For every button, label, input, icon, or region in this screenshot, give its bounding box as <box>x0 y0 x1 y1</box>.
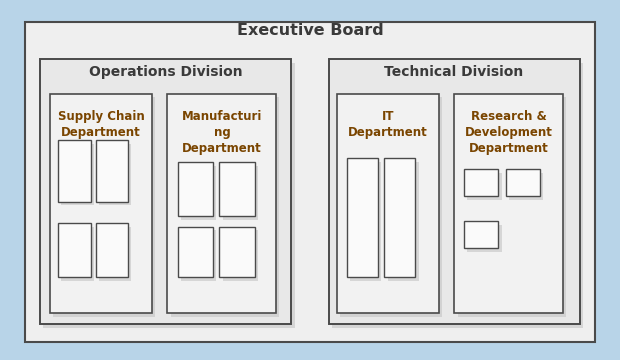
Bar <box>329 59 580 324</box>
Bar <box>43 63 294 328</box>
Text: IT
Department: IT Department <box>348 110 428 139</box>
Text: Operations Division: Operations Division <box>89 65 243 79</box>
Bar <box>181 166 216 220</box>
Bar <box>388 162 418 281</box>
Text: Executive Board: Executive Board <box>237 23 383 38</box>
Bar <box>464 221 498 248</box>
Bar <box>167 94 276 313</box>
Bar <box>332 63 583 328</box>
Bar <box>58 223 91 277</box>
Bar <box>96 140 128 202</box>
Bar <box>223 230 258 281</box>
Bar <box>340 97 442 317</box>
Text: Supply Chain
Department: Supply Chain Department <box>58 110 144 139</box>
Bar <box>25 22 595 342</box>
Bar <box>347 158 378 277</box>
Bar <box>61 227 94 281</box>
Bar <box>454 94 563 313</box>
Bar <box>458 97 566 317</box>
Bar <box>219 162 255 216</box>
Bar <box>337 94 439 313</box>
Bar <box>170 97 279 317</box>
Bar <box>384 158 415 277</box>
Bar <box>350 162 381 281</box>
Bar <box>467 173 502 200</box>
Bar <box>178 227 213 277</box>
Bar <box>219 227 255 277</box>
Bar <box>464 169 498 196</box>
Bar <box>96 223 128 277</box>
Bar <box>58 140 91 202</box>
Bar <box>467 225 502 252</box>
Bar <box>50 94 152 313</box>
Bar <box>53 97 155 317</box>
Bar <box>61 144 94 205</box>
Text: Technical Division: Technical Division <box>384 65 523 79</box>
Bar <box>506 169 540 196</box>
Bar <box>178 162 213 216</box>
Bar <box>181 230 216 281</box>
Bar <box>509 173 543 200</box>
Text: Manufacturi
ng
Department: Manufacturi ng Department <box>182 110 262 155</box>
Bar <box>99 227 131 281</box>
Bar <box>40 59 291 324</box>
Bar <box>99 144 131 205</box>
Bar <box>223 166 258 220</box>
Text: Research &
Development
Department: Research & Development Department <box>465 110 553 155</box>
